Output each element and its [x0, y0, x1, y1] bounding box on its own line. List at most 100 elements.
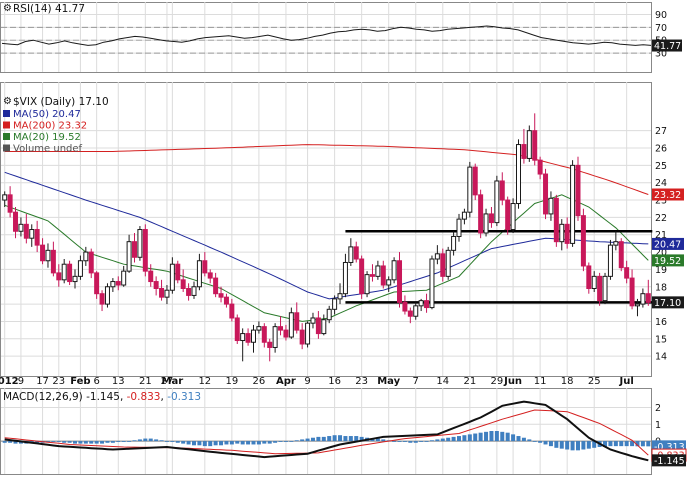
candle — [386, 276, 392, 292]
candle-body — [402, 301, 408, 312]
candle-body — [202, 260, 208, 274]
candle-body — [288, 312, 294, 338]
candle-body — [337, 293, 343, 300]
candle-body — [418, 300, 424, 307]
candle — [543, 168, 549, 220]
candle-body — [564, 223, 570, 244]
candle — [191, 281, 197, 299]
price-tick-label: 25 — [655, 161, 667, 172]
candle — [299, 323, 305, 350]
candle-body — [229, 303, 235, 319]
candle — [196, 253, 202, 291]
candle-body — [56, 272, 62, 281]
candle-body — [278, 326, 284, 331]
macd-histogram-bar — [251, 441, 256, 445]
candle-body — [315, 317, 321, 335]
candle — [359, 255, 365, 299]
rsi-header-label: RSI(14) 41.77 — [13, 3, 85, 15]
macd-histogram-bar — [89, 441, 94, 444]
candle-body — [499, 180, 505, 201]
legend-swatch — [3, 133, 10, 140]
candle — [434, 245, 440, 265]
macd-histogram-bar — [381, 439, 386, 442]
candle-body — [429, 258, 435, 309]
candle-body — [607, 244, 613, 277]
candle — [326, 305, 332, 324]
candle — [7, 186, 13, 218]
candle-body — [213, 277, 219, 295]
legend-swatch — [3, 121, 10, 129]
candle — [570, 160, 576, 247]
candle — [613, 231, 619, 251]
x-tick-label: 2012 — [0, 376, 19, 387]
x-tick-label: Feb — [70, 376, 90, 387]
macd-header: MACD(12,26,9) -1.145, -0.833, -0.313 — [3, 391, 201, 403]
macd-value-label: -1.145 — [654, 456, 685, 467]
candle — [104, 283, 110, 308]
macd-histogram-bar — [554, 441, 559, 448]
candle-body — [472, 166, 478, 196]
candle-body — [256, 326, 262, 331]
vertical-gridlines — [4, 2, 628, 474]
macd-histogram-bar — [538, 441, 543, 443]
candle-body — [559, 223, 565, 243]
macd-header-part: MACD(12,26,9) — [3, 391, 86, 403]
candle-body — [364, 274, 370, 295]
candle — [640, 288, 646, 308]
candle-body — [186, 287, 192, 296]
candle — [40, 238, 46, 265]
candle-body — [537, 159, 543, 175]
x-tick-label: 9 — [18, 376, 24, 387]
macd-histogram-bar — [2, 441, 7, 443]
macd-histogram-bar — [435, 439, 440, 442]
candle-body — [580, 215, 586, 267]
candle — [564, 217, 570, 249]
candle — [494, 175, 500, 227]
candle-body — [510, 203, 516, 231]
candle-body — [434, 253, 440, 260]
candle — [407, 307, 413, 324]
macd-histogram-bar — [110, 441, 115, 443]
x-tick-label: 14 — [436, 376, 449, 387]
candle — [180, 269, 186, 292]
macd-histogram-bar — [575, 441, 580, 451]
candle-body — [72, 275, 78, 283]
macd-histogram-bar — [635, 441, 640, 447]
macd-histogram-bar — [305, 438, 310, 442]
candle — [445, 246, 451, 280]
candle — [34, 220, 40, 253]
candle — [207, 269, 213, 284]
price-value-box — [652, 188, 684, 201]
macd-histogram-bar — [429, 440, 434, 442]
candle — [461, 208, 467, 225]
macd-histogram-bar — [402, 441, 407, 442]
candle — [586, 262, 592, 294]
candle — [229, 298, 235, 322]
candle-body — [548, 197, 554, 215]
candle — [61, 259, 67, 284]
candle-body — [7, 194, 13, 213]
candle-body — [332, 298, 338, 310]
price-value-box — [652, 237, 684, 250]
price-value-box — [652, 254, 684, 267]
candle-body — [456, 218, 462, 237]
candle — [397, 252, 403, 308]
macd-histogram-bar — [137, 439, 142, 442]
candle — [29, 224, 35, 247]
macd-histogram-bar — [424, 441, 429, 442]
candle-body — [359, 258, 365, 295]
macd-histogram-bar — [500, 431, 505, 442]
candle — [364, 271, 370, 298]
price-tick-label: 21 — [655, 230, 667, 241]
candle-body — [196, 260, 202, 288]
candle-body — [18, 223, 24, 232]
candle — [77, 255, 83, 280]
candle — [288, 307, 294, 339]
macd-histogram-bar — [273, 441, 278, 443]
macd-histogram-bar — [202, 441, 207, 447]
macd-histogram-bar — [559, 441, 564, 449]
candle-body — [29, 229, 35, 239]
candle — [23, 213, 29, 244]
macd-histogram-bar — [256, 441, 261, 445]
